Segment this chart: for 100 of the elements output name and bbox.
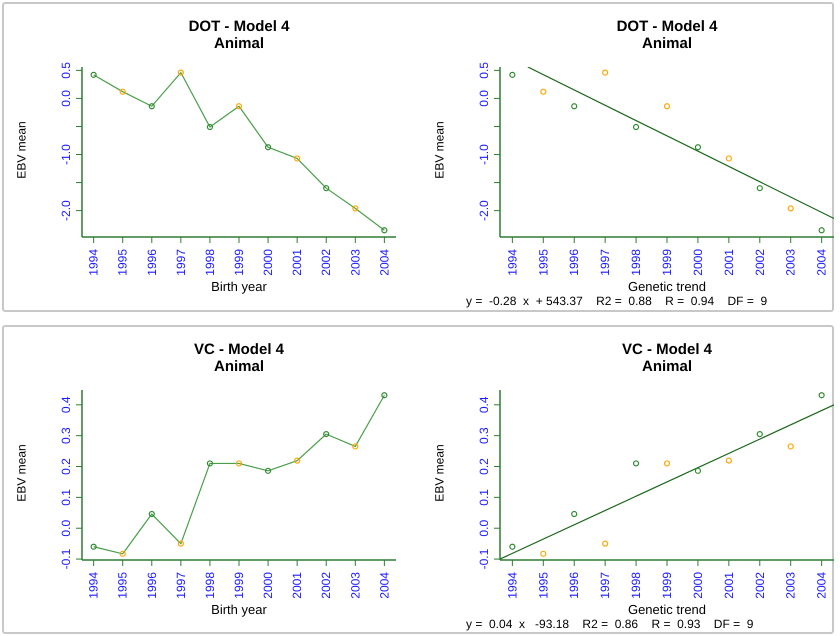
x-tick-label: 1996 (144, 248, 159, 276)
y-tick-label: -1.0 (59, 144, 73, 165)
point (818, 227, 825, 234)
point (540, 550, 546, 557)
x-tick-label: 1994 (86, 248, 101, 276)
x-tick-label: 1999 (660, 248, 674, 276)
point (264, 468, 272, 474)
x-tick-label: 2002 (319, 572, 334, 599)
x-tick-label: 1996 (567, 572, 582, 599)
y-tick-label: 0.4 (477, 396, 491, 414)
x-tick-label: 1995 (536, 572, 550, 599)
y-tick-label: -0.1 (477, 548, 491, 570)
x-tick-label: 2003 (784, 572, 798, 599)
x-tick-label: 2002 (752, 248, 767, 276)
x-tick-label: 2000 (690, 248, 705, 276)
x-tick-label: 1994 (505, 572, 520, 599)
y-tick-label: 0.5 (59, 62, 73, 79)
x-tick-label: 2004 (377, 572, 392, 599)
y-tick-label: 0.1 (477, 488, 491, 506)
x-tick-label: 1995 (116, 572, 130, 599)
point (509, 72, 516, 78)
point (206, 460, 214, 467)
point (323, 185, 330, 192)
y-tick-label: -0.1 (59, 548, 73, 570)
y-tick-label: 0.0 (477, 520, 491, 537)
point (571, 103, 578, 110)
point (509, 544, 516, 550)
y-tick-label: 0.0 (59, 520, 73, 537)
point (294, 458, 300, 464)
x-tick-label: 1999 (660, 572, 674, 599)
x-tick-label: 2001 (290, 248, 304, 276)
point (818, 392, 825, 398)
x-tick-label: 2002 (752, 572, 767, 599)
point (602, 540, 608, 547)
chart-title: DOT - Model 4 (188, 18, 290, 35)
point (323, 431, 330, 438)
point (602, 70, 608, 76)
x-tick-label: 2003 (784, 248, 798, 276)
x-tick-label: 1996 (144, 572, 159, 599)
chart-subtitle: Animal (640, 358, 693, 375)
x-tick-label: 1998 (629, 248, 644, 276)
x-tick-label: 2001 (722, 572, 736, 599)
y-tick-label: 0.0 (477, 90, 491, 107)
y-axis-title: EBV mean (15, 444, 29, 502)
point (120, 550, 126, 557)
x-tick-label: 1994 (505, 248, 520, 276)
point (264, 144, 272, 150)
y-axis-title: EBV mean (15, 121, 29, 179)
x-tick-label: 1994 (86, 572, 101, 599)
chart-subtitle: Animal (212, 35, 265, 52)
point (178, 540, 184, 547)
x-tick-label: 2002 (319, 248, 334, 276)
point (726, 458, 732, 464)
y-tick-label: 0.4 (59, 396, 73, 414)
point (381, 392, 388, 398)
chart-subtitle: Animal (640, 35, 693, 52)
point (148, 510, 155, 518)
point (178, 70, 184, 76)
y-tick-label: 0.2 (59, 458, 73, 475)
x-tick-label: 1997 (598, 248, 612, 276)
x-tick-label: 1997 (174, 572, 188, 599)
point (694, 468, 702, 474)
point (236, 103, 242, 110)
x-tick-label: 1998 (202, 572, 217, 599)
point (540, 88, 546, 95)
chart-title: VC - Model 4 (620, 341, 713, 358)
point (148, 103, 155, 110)
x-axis-title: Genetic trend (626, 602, 708, 617)
point (120, 88, 126, 95)
text: y = 0.04 x -93.18 R2 = 0.86 R = 0.93 DF = 9 (466, 617, 754, 631)
y-tick-label: 0.5 (477, 62, 491, 79)
y-axis-title: EBV mean (433, 444, 447, 502)
point (726, 155, 732, 162)
x-tick-label: 2003 (348, 248, 362, 276)
point (756, 185, 763, 192)
point (90, 72, 97, 78)
point (206, 124, 214, 130)
x-tick-label: 2000 (261, 572, 276, 599)
y-tick-label: -2.0 (59, 200, 73, 221)
point (571, 510, 578, 518)
x-tick-label: 1995 (536, 248, 550, 276)
point (788, 443, 794, 450)
point (788, 205, 794, 212)
chart-title: DOT - Model 4 (616, 18, 718, 35)
x-tick-label: 1995 (116, 248, 130, 276)
x-tick-label: 1996 (567, 248, 582, 276)
y-tick-label: 0.1 (59, 488, 73, 506)
x-axis-title: Birth year (210, 602, 268, 617)
point (756, 431, 763, 438)
point (664, 103, 670, 110)
point (381, 227, 388, 234)
chart-title: VC - Model 4 (192, 341, 285, 358)
point (352, 443, 358, 450)
point (294, 155, 300, 162)
x-axis-title: Genetic trend (626, 279, 708, 294)
x-tick-label: 2004 (377, 248, 392, 276)
point (236, 460, 242, 467)
x-tick-label: 2003 (348, 572, 362, 599)
point (694, 144, 702, 150)
chart-subtitle: Animal (212, 358, 265, 375)
